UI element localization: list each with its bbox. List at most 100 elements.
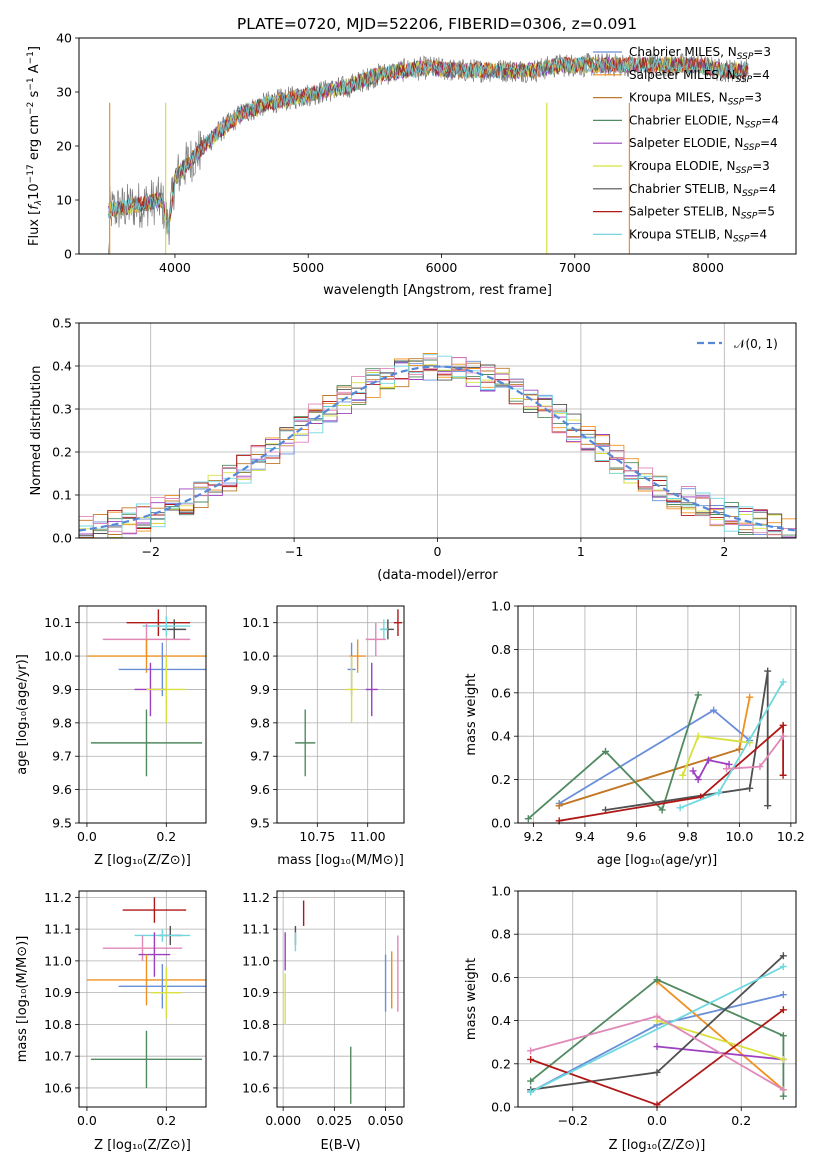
mass-weight-marker [764,802,772,810]
x-tick-label: 0.025 [316,1113,352,1128]
x-tick-label: −2 [141,544,159,559]
x-axis-label: mass [log₁₀(M/M⊙)] [277,853,404,868]
mass-weight-line [558,748,740,807]
mass-weight-marker [694,691,702,699]
error-bar-point [138,932,171,977]
legend-entry: 𝒩(0, 1) [734,337,778,351]
mass-weight-vs-age-panel: 9.2 9.4 9.6 9.8 10.0 10.2 0.0 0.2 0.4 0.6 0.8 1.0 ag… [464,599,805,869]
x-axis-label: Z [log₁₀(Z/Z⊙)] [94,853,191,868]
y-tick-label: 10.9 [44,985,72,1000]
y-tick-label: 1.0 [491,599,511,614]
x-tick-label: 10.0 [725,829,753,844]
y-tick-label: 0.2 [52,445,72,460]
mass-weight-marker [723,765,730,773]
y-axis-label: mass weight [464,958,479,1040]
mass-weight-marker [779,721,787,729]
axes-frame [78,322,797,539]
mass-weight-marker [658,806,666,814]
y-tick-label: 20 [56,139,72,154]
y-tick-label: 10.7 [44,1049,72,1064]
mass-weight-marker [779,1006,787,1014]
mass-vs-extinction-panel: 0.000 0.025 0.050 10.6 10.7 10.8 10.9 11.0 11.1 1… [242,890,405,1153]
y-tick-label: 9.5 [52,816,72,831]
legend: Chabrier MILES, NSSP=3 Salpeter MILES, NS… [593,45,779,244]
y-axis-label: mass weight [464,673,479,755]
x-tick-label: −1 [285,544,303,559]
mass-weight-line [605,670,769,811]
axes-frame [517,605,797,824]
y-tick-label: 10.1 [44,615,72,630]
legend-entry: Kroupa MILES, NSSP=3 [629,91,762,108]
spectrum-panel: 4000 5000 6000 7000 8000 0 10 20 30 40 wavelength … [26,31,797,298]
error-bar-point [122,897,187,923]
x-axis-label: E(B-V) [320,1138,360,1153]
error-bar-point [393,609,402,637]
legend-entry: Kroupa STELIB, NSSP=4 [629,227,767,244]
y-tick-label: 10.6 [242,1080,270,1095]
chart-title: PLATE=0720, MJD=52206, FIBERID=0306, z=0… [237,15,637,33]
y-tick-label: 0 [64,247,72,262]
y-tick-label: 10 [56,193,72,208]
y-tick-label: 10.8 [44,1017,72,1032]
y-tick-label: 0.4 [52,359,72,374]
error-bar-point [102,935,183,961]
mass-weight-line [530,978,785,1097]
y-tick-label: 0.0 [491,1100,511,1115]
x-tick-label: −0.2 [558,1113,588,1128]
y-tick-label: 11.2 [44,890,72,905]
mass-weight-marker [653,976,661,984]
x-tick-label: 4000 [159,260,191,275]
error-bar-point [134,929,191,942]
error-bar-point [126,609,191,637]
axes-frame [78,890,207,1108]
y-tick-label: 11.0 [44,953,72,968]
y-tick-label: 0.5 [52,316,72,331]
mass-weight-marker [694,776,702,784]
mass-weight-line [559,723,784,822]
x-tick-label: 9.4 [575,829,595,844]
histogram-step-line [79,354,796,539]
mass-weight-marker [779,1032,787,1040]
mass-weight-marker [679,771,687,779]
mass-weight-marker [653,1068,661,1076]
y-tick-label: 9.8 [52,715,72,730]
axes-frame [78,605,207,824]
legend-entry: Kroupa ELODIE, NSSP=3 [629,159,770,176]
y-tick-label: 0.0 [491,816,511,831]
mass-vs-metallicity-panel: 0.0 0.2 10.6 10.7 10.8 10.9 11.0 11.1 11.2 Z [log… [15,890,207,1153]
mass-weight-marker [735,745,743,753]
y-tick-label: 9.6 [250,782,270,797]
y-tick-label: 10.0 [44,649,72,664]
x-tick-label: 0.000 [265,1113,301,1128]
y-tick-label: 0.4 [491,729,511,744]
y-tick-label: 0.3 [52,402,72,417]
x-tick-label: 7000 [559,260,591,275]
mass-weight-marker [710,706,718,714]
x-tick-label: 8000 [692,260,724,275]
x-tick-label: 0.2 [156,829,176,844]
y-axis-label: mass [log₁₀(M/M⊙)] [15,936,30,1063]
y-tick-label: 11.1 [242,922,270,937]
normal-reference-curve [78,365,797,532]
x-axis-label: Z [log₁₀(Z/Z⊙)] [609,1138,706,1153]
x-tick-label: 5000 [292,260,324,275]
error-bar-point [86,954,206,1006]
mass-weight-marker [527,1047,535,1055]
mass-weight-marker [527,1088,535,1096]
y-tick-label: 0.4 [491,1013,511,1028]
legend-entry: Salpeter ELODIE, NSSP=4 [629,136,778,153]
y-tick-label: 10.1 [242,615,270,630]
x-axis-label: age [log₁₀(age/yr)] [597,853,718,868]
legend-entry: Salpeter STELIB, NSSP=5 [629,205,775,222]
mass-weight-marker [779,1092,787,1100]
mass-weight-marker [779,678,787,686]
error-bar-point [90,709,203,777]
axes-frame [517,890,797,1108]
x-tick-label: 0.2 [156,1113,176,1128]
x-tick-label: 0.0 [77,829,97,844]
y-tick-label: 1.0 [491,884,511,899]
x-tick-label: 10.75 [299,829,335,844]
mass-weight-marker [746,693,754,701]
x-tick-label: 9.8 [678,829,698,844]
